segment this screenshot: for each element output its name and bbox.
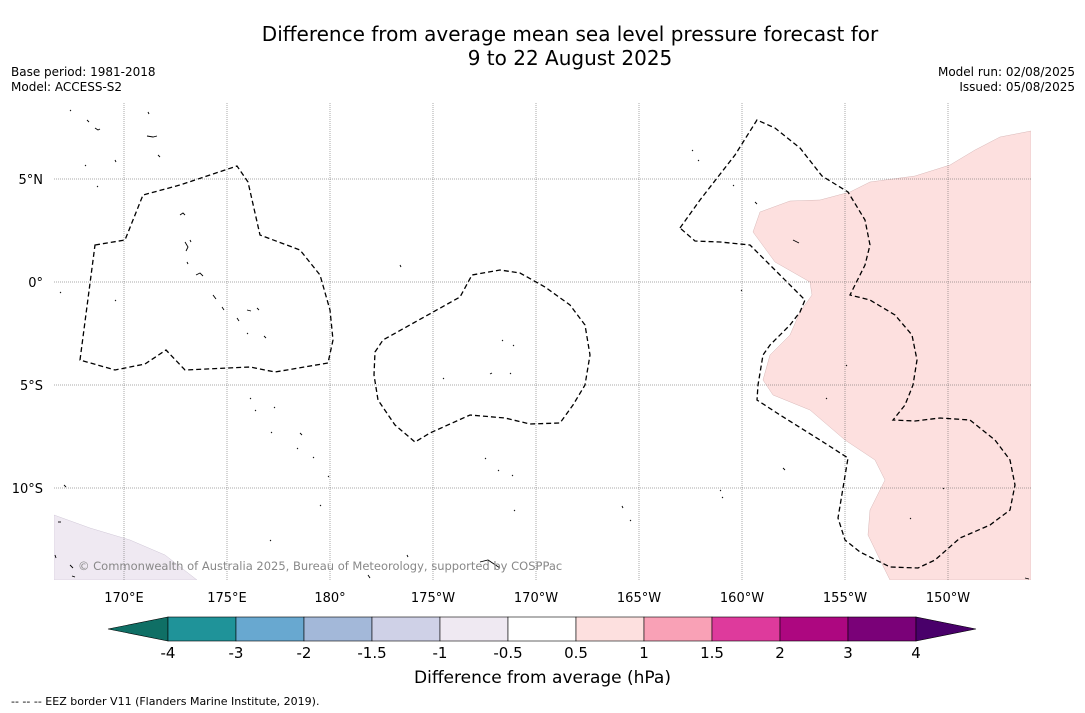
lat-label-0: 0° xyxy=(28,276,43,291)
colorbar-bin xyxy=(439,616,509,642)
colorbar-bin xyxy=(507,616,577,642)
lon-labels: 170°E 175°E 180° 175°W 170°W 165°W 160°W… xyxy=(104,591,970,606)
base-period: Base period: 1981-2018 xyxy=(11,65,156,79)
colorbar-tick-label: 1.5 xyxy=(700,644,724,662)
lat-label-5n: 5°N xyxy=(19,173,44,188)
colorbar-bin xyxy=(235,616,305,642)
colorbar-tick-label: 0.5 xyxy=(564,644,588,662)
lon-label-180: 180° xyxy=(314,591,345,606)
issued-date: Issued: 05/08/2025 xyxy=(959,80,1075,94)
gridlines xyxy=(54,103,1031,580)
chart-title: Difference from average mean sea level p… xyxy=(0,22,1085,70)
title-line-1: Difference from average mean sea level p… xyxy=(261,22,879,46)
colorbar-tick-label: -3 xyxy=(229,644,244,662)
title-line-2: 9 to 22 August 2025 xyxy=(467,46,673,70)
colorbar-tick-label: -1.5 xyxy=(357,644,386,662)
lon-label-160w: 160°W xyxy=(720,591,764,606)
islands xyxy=(54,109,1030,580)
lat-label-10s: 10°S xyxy=(12,482,43,497)
colorbar-bin xyxy=(371,616,441,642)
lat-label-5s: 5°S xyxy=(20,379,43,394)
colorbar-label: Difference from average (hPa) xyxy=(414,668,671,688)
lon-label-175e: 175°E xyxy=(207,591,247,606)
colorbar-tick-label: 2 xyxy=(775,644,785,662)
copyright-notice: © Commonwealth of Australia 2025, Bureau… xyxy=(78,559,562,573)
lon-label-150w: 150°W xyxy=(926,591,970,606)
meta-left: Base period: 1981-2018 Model: ACCESS-S2 xyxy=(11,65,156,95)
negative-anomaly-region xyxy=(54,514,198,580)
eez-line-islands xyxy=(679,119,1016,569)
lon-label-165w: 165°W xyxy=(617,591,661,606)
lat-labels: 5°N 0° 5°S 10°S xyxy=(12,173,43,497)
colorbar-bin xyxy=(167,616,237,642)
colorbar-extend-left xyxy=(107,616,169,642)
lon-label-170w: 170°W xyxy=(514,591,558,606)
colorbar-bin xyxy=(303,616,373,642)
colorbar-bin xyxy=(575,616,645,642)
lon-label-155w: 155°W xyxy=(823,591,867,606)
eez-kiribati-gilbert xyxy=(79,165,334,373)
eez-legend: -- -- -- EEZ border V11 (Flanders Marine… xyxy=(11,695,320,708)
colorbar-bin xyxy=(711,616,781,642)
colorbar-extend-right xyxy=(915,616,977,642)
colorbar-bin xyxy=(643,616,713,642)
colorbar: -4 -3 -2 -1.5 -1 -0.5 0.5 1 1.5 2 3 4 xyxy=(107,616,977,662)
colorbar-tick-label: 1 xyxy=(639,644,649,662)
meta-right: Model run: 02/08/2025 Issued: 05/08/2025 xyxy=(938,65,1075,95)
colorbar-tick-label: -0.5 xyxy=(493,644,522,662)
colorbar-tick-label: -2 xyxy=(297,644,312,662)
colorbar-tick-label: 4 xyxy=(911,644,921,662)
colorbar-tick-label: -4 xyxy=(161,644,176,662)
colorbar-tick-label: -1 xyxy=(433,644,448,662)
eez-borders xyxy=(79,119,1016,569)
map-area: © Commonwealth of Australia 2025, Bureau… xyxy=(54,103,1031,580)
colorbar-bin xyxy=(847,616,917,642)
colorbar-tick-label: 3 xyxy=(843,644,853,662)
colorbar-bin xyxy=(779,616,849,642)
model-run: Model run: 02/08/2025 xyxy=(937,65,1075,79)
lon-label-175w: 175°W xyxy=(411,591,455,606)
model-name: Model: ACCESS-S2 xyxy=(11,80,123,94)
lon-label-170e: 170°E xyxy=(104,591,144,606)
eez-tokelau xyxy=(373,269,591,443)
